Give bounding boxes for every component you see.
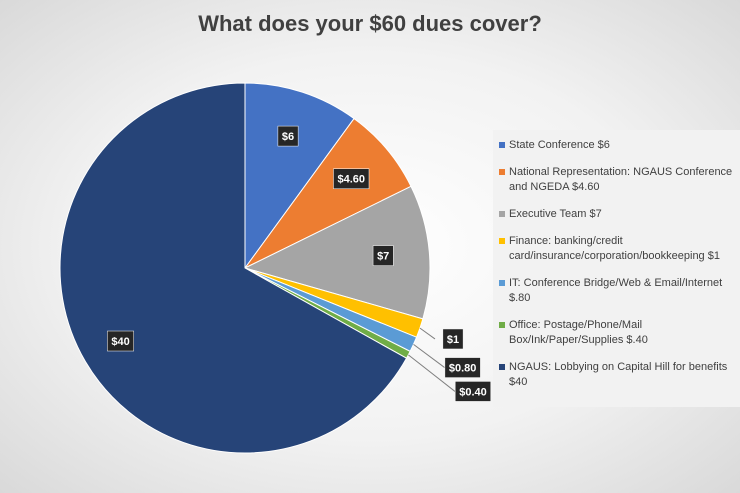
data-label-group: $40 (107, 330, 134, 352)
pie-slice (244, 82, 355, 270)
data-label-box (444, 357, 481, 378)
data-label-box (107, 330, 134, 352)
legend-label: Office: Postage/Phone/Mail Box/Ink/Paper… (509, 319, 648, 346)
legend-swatch (499, 322, 505, 328)
pie-slice (243, 185, 431, 320)
leader-line (413, 343, 445, 368)
data-label-box (277, 125, 299, 147)
legend-swatch (499, 280, 505, 286)
legend-entry: Executive Team $7 (499, 207, 734, 222)
data-label-group: $1 (442, 328, 464, 350)
data-label: $7 (377, 251, 389, 263)
legend: State Conference $6 National Representati… (493, 130, 740, 407)
legend-entry: State Conference $6 (499, 138, 734, 153)
legend-swatch (499, 211, 505, 217)
legend-entry: Finance: banking/credit card/insurance/c… (499, 234, 734, 264)
legend-swatch (499, 364, 505, 370)
leader-line (419, 327, 436, 340)
data-label-group: $4.60 (333, 168, 370, 190)
legend-label: Finance: banking/credit card/insurance/c… (509, 235, 720, 262)
data-label-group: $7 (372, 245, 394, 266)
chart-title: What does your $60 dues cover? (198, 11, 542, 36)
data-label: $0.40 (459, 386, 487, 398)
legend-entry: IT: Conference Bridge/Web & Email/Intern… (499, 276, 734, 306)
data-label-group: $6 (277, 125, 299, 147)
legend-label: NGAUS: Lobbying on Capital Hill for bene… (509, 361, 728, 388)
legend-label: State Conference $6 (509, 139, 610, 151)
legend-entry: NGAUS: Lobbying on Capital Hill for bene… (499, 360, 734, 390)
data-label-box (333, 168, 370, 190)
data-label: $4.60 (337, 174, 365, 186)
legend-entry: Office: Postage/Phone/Mail Box/Ink/Paper… (499, 318, 734, 348)
data-label: $40 (111, 336, 129, 348)
data-label-box (454, 381, 491, 402)
data-label: $6 (282, 131, 294, 143)
legend-label: National Representation: NGAUS Conferenc… (509, 166, 733, 193)
legend-label: Executive Team $7 (509, 208, 602, 220)
data-label: $1 (447, 334, 459, 346)
data-label-group: $0.40 (454, 381, 491, 402)
legend-swatch (499, 142, 505, 148)
leader-line (408, 354, 456, 392)
legend-swatch (499, 169, 505, 175)
data-label: $0.80 (449, 362, 477, 374)
data-label-group: $0.80 (444, 357, 481, 378)
legend-swatch (499, 238, 505, 244)
legend-label: IT: Conference Bridge/Web & Email/Intern… (509, 277, 723, 304)
pie-slice (59, 82, 408, 454)
legend-entry: National Representation: NGAUS Conferenc… (499, 165, 734, 195)
data-label-box (372, 245, 394, 266)
data-label-box (442, 328, 464, 350)
